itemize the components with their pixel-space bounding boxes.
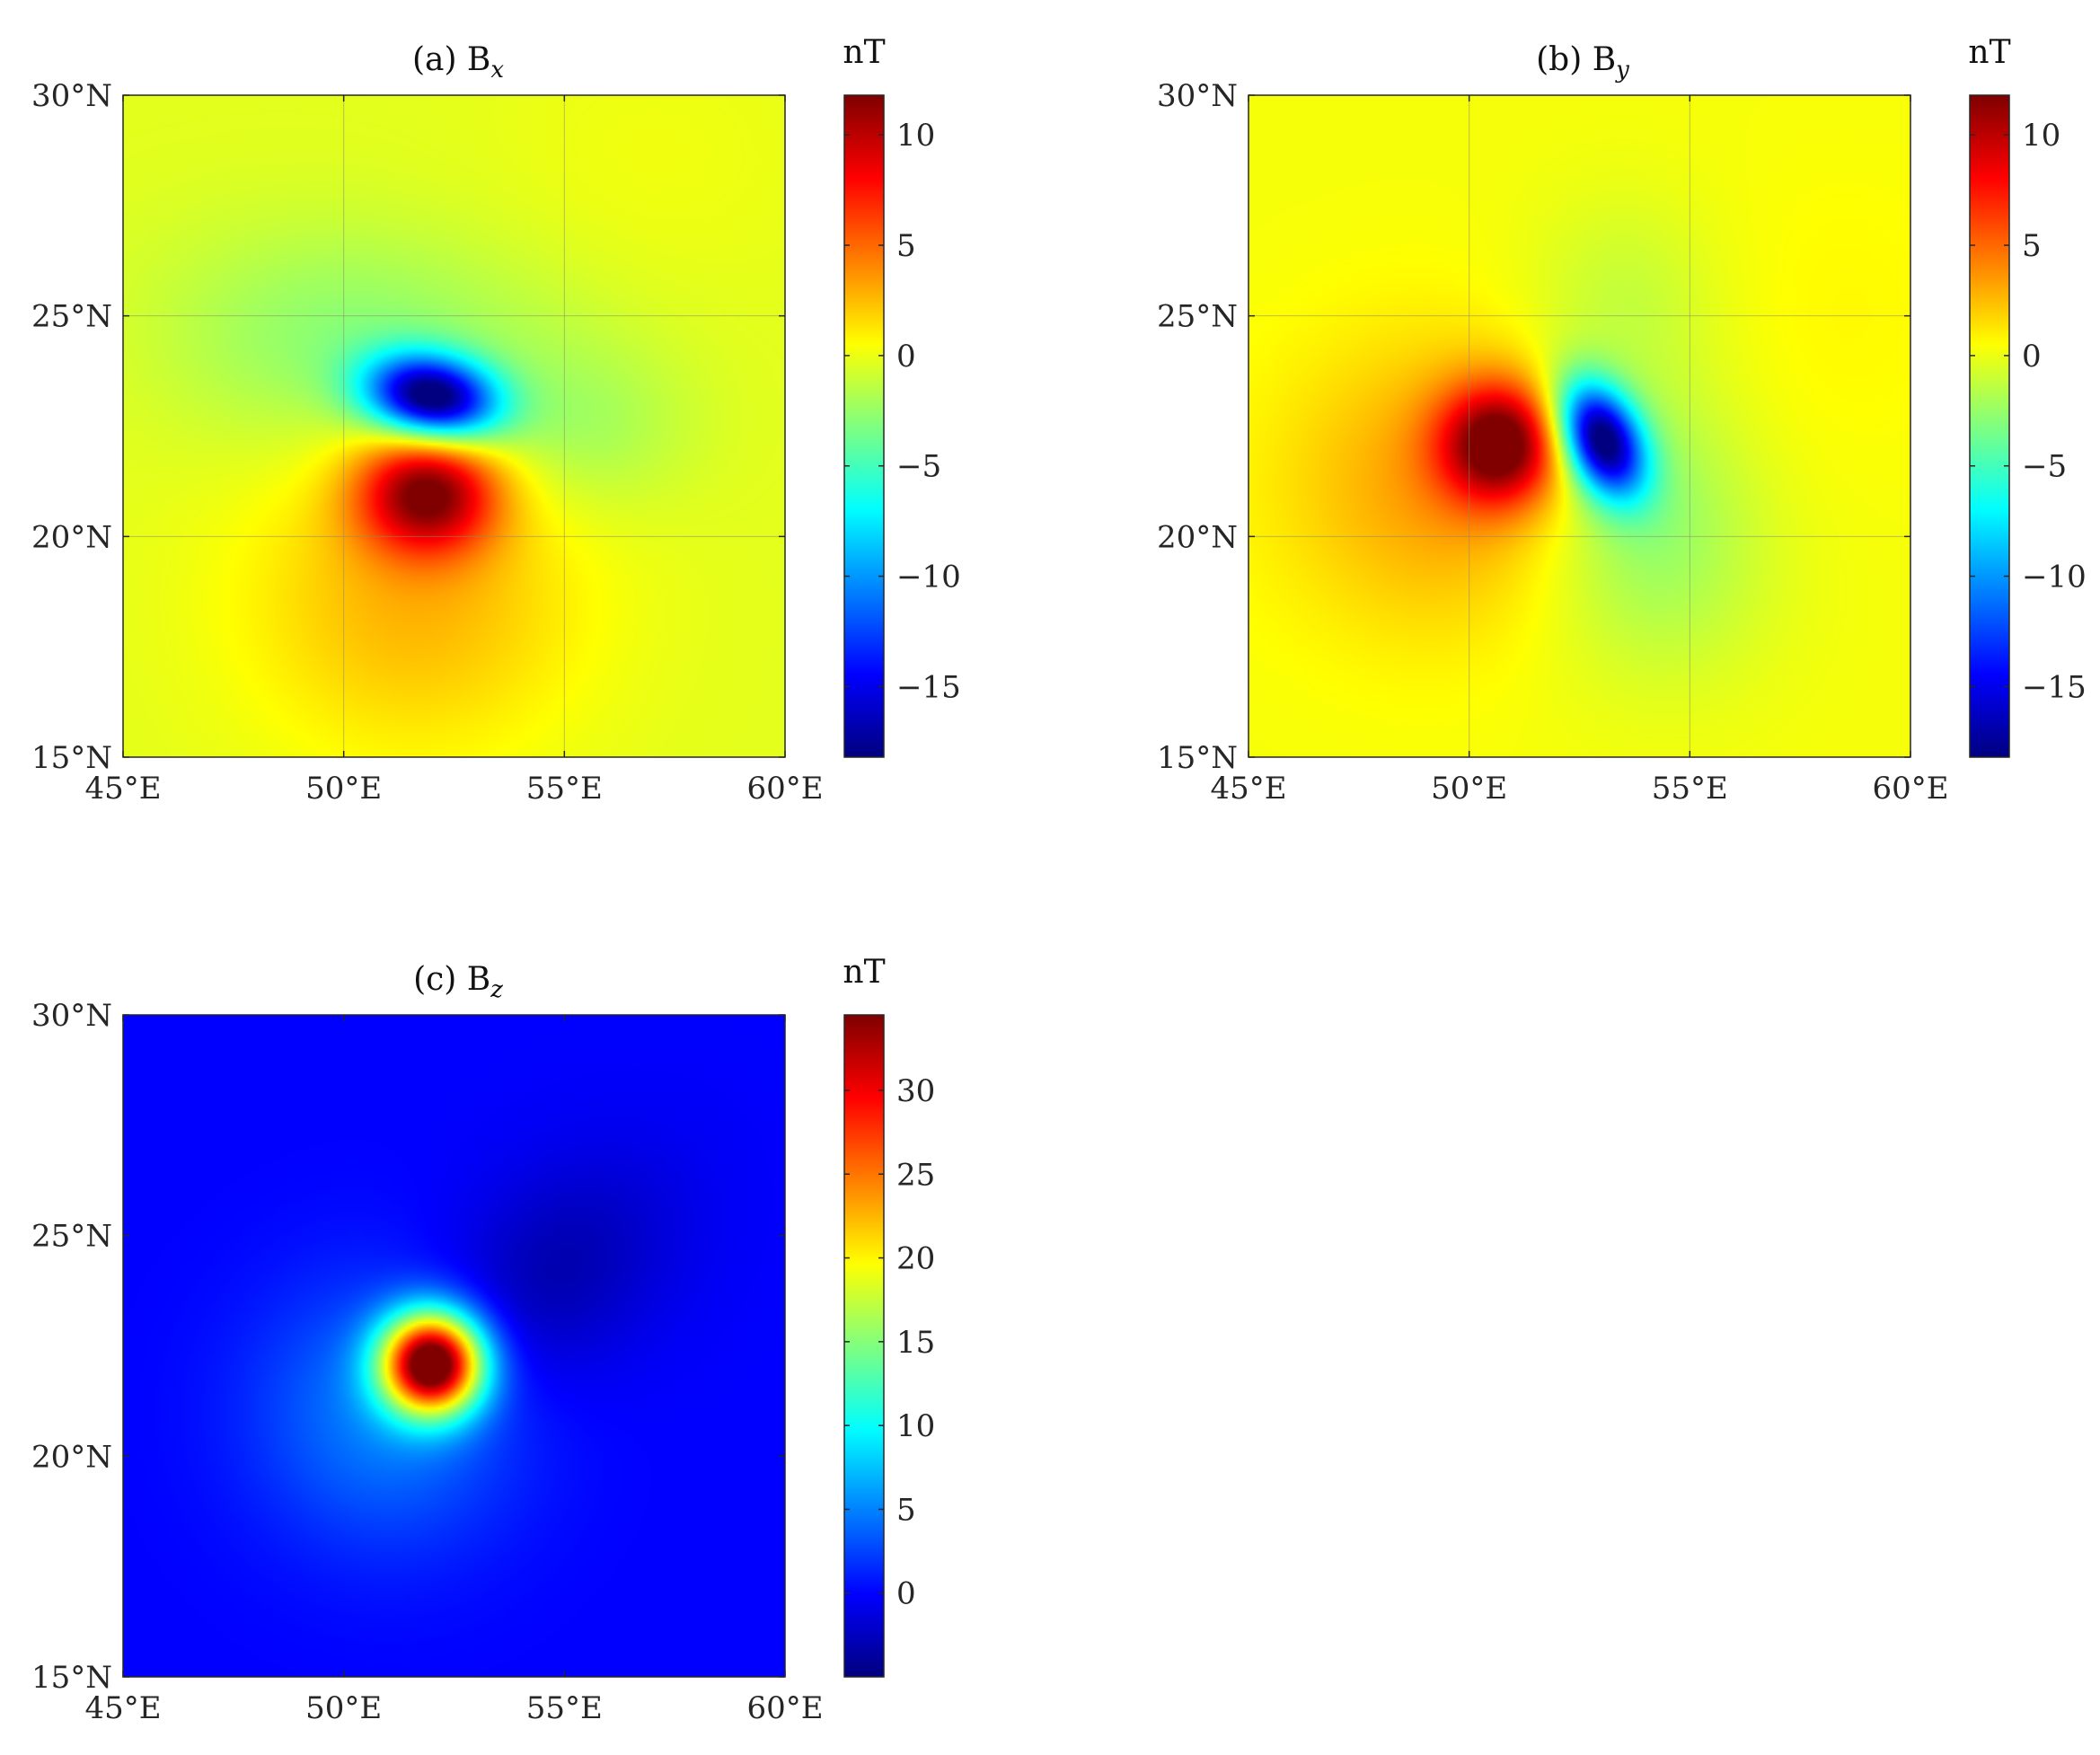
panel-b-y-ticks: 15°N 20°N 25°N 30°N <box>1157 78 1910 776</box>
colorbar-tick-label: 10 <box>2022 118 2060 154</box>
x-tick-label: 55°E <box>1652 771 1728 807</box>
x-tick-label: 50°E <box>305 771 382 807</box>
colorbar-tick-label: 15 <box>896 1325 935 1361</box>
panel-c-title-sub: z <box>490 976 503 1003</box>
panel-c-heatmap <box>123 1015 785 1677</box>
colorbar-tick-label: 25 <box>896 1157 935 1193</box>
x-tick-label: 60°E <box>746 1690 823 1726</box>
colorbar-tick-label: 5 <box>2022 228 2042 264</box>
panel-c-title-main: (c) B <box>413 961 490 998</box>
panel-b-title: (b) By <box>1536 41 1629 84</box>
colorbar-tick-label: 0 <box>896 1576 916 1612</box>
panel-b-colorbar-ticks: 10 5 0 −5 −10 −15 <box>1970 118 2087 705</box>
panel-c-x-ticks: 45°E 50°E 55°E 60°E <box>84 1015 824 1726</box>
colorbar-tick-label: −5 <box>2022 449 2067 485</box>
x-tick-label: 45°E <box>1210 771 1286 807</box>
colorbar-tick-label: −10 <box>896 560 961 595</box>
panel-a-title-main: (a) B <box>412 41 490 78</box>
panel-a-colorbar-label: nT <box>843 34 885 71</box>
y-tick-label: 25°N <box>1157 299 1238 335</box>
panel-a-colorbar-ticks: 10 5 0 −5 −10 −15 <box>844 118 961 705</box>
panel-c-title: (c) Bz <box>413 961 503 1003</box>
panel-a-colorbar-box <box>843 94 885 758</box>
colorbar-tick-label: 5 <box>896 1492 916 1528</box>
x-tick-label: 55°E <box>526 1690 603 1726</box>
colorbar-tick-label: 0 <box>2022 339 2042 375</box>
panel-b-grid <box>1249 95 1910 757</box>
y-tick-label: 20°N <box>1157 519 1238 555</box>
colorbar-tick-label: −15 <box>896 669 961 705</box>
y-tick-label: 15°N <box>31 740 112 776</box>
panel-b-x-ticks: 45°E 50°E 55°E 60°E <box>1210 95 1949 807</box>
panel-c-colorbar-ticks: 30 25 20 15 10 5 0 <box>844 1073 935 1612</box>
panel-a-y-ticks: 15°N 20°N 25°N 30°N <box>31 78 785 776</box>
y-tick-label: 30°N <box>1157 78 1238 114</box>
colorbar-tick-label: 30 <box>896 1073 935 1109</box>
panel-b-colorbar <box>1970 95 2009 757</box>
y-tick-label: 20°N <box>31 519 112 555</box>
x-tick-label: 45°E <box>84 1690 161 1726</box>
colorbar-tick-label: 5 <box>896 228 916 264</box>
x-tick-label: 55°E <box>526 771 603 807</box>
panel-b-colorbar-label: nT <box>1968 34 2010 71</box>
colorbar-tick-label: 20 <box>896 1241 935 1277</box>
x-tick-label: 50°E <box>1431 771 1507 807</box>
panel-a-colorbar <box>844 95 884 757</box>
x-tick-label: 45°E <box>84 771 161 807</box>
panel-c-y-ticks: 15°N 20°N 25°N 30°N <box>31 998 785 1696</box>
colorbar-tick-label: −5 <box>896 449 941 485</box>
colorbar-tick-label: 10 <box>896 118 935 154</box>
panel-b-heatmap <box>1249 95 1910 757</box>
y-tick-label: 15°N <box>31 1660 112 1696</box>
panel-c-colorbar-box <box>843 1014 885 1678</box>
panel-b-axes-box <box>1248 94 1911 758</box>
panel-c-colorbar <box>844 1015 884 1677</box>
panel-b-colorbar-box <box>1969 94 2010 758</box>
y-tick-label: 15°N <box>1157 740 1238 776</box>
x-tick-label: 60°E <box>746 771 823 807</box>
y-tick-label: 25°N <box>31 299 112 335</box>
y-tick-label: 20°N <box>31 1439 112 1475</box>
panel-a-heatmap <box>123 95 785 757</box>
panel-c: (c) Bz 45°E 50°E 55°E 60°E 15°N 20°N 25°N 30°N… <box>31 954 935 1726</box>
panel-a-title-sub: x <box>490 57 504 84</box>
panel-b-title-sub: y <box>1615 57 1629 84</box>
panel-c-colorbar-label: nT <box>843 954 885 991</box>
colorbar-tick-label: −15 <box>2022 669 2087 705</box>
panel-a-title: (a) Bx <box>412 41 504 84</box>
panel-b: (b) By 45°E 50°E 55°E 60°E 15°N 20°N 25°N 30°N… <box>1157 34 2087 807</box>
y-tick-label: 25°N <box>31 1219 112 1255</box>
panel-a-grid <box>123 95 785 757</box>
y-tick-label: 30°N <box>31 998 112 1034</box>
colorbar-tick-label: 10 <box>896 1408 935 1444</box>
y-tick-label: 30°N <box>31 78 112 114</box>
panel-a-axes-box <box>122 94 786 758</box>
x-tick-label: 50°E <box>305 1690 382 1726</box>
panel-a-x-ticks: 45°E 50°E 55°E 60°E <box>84 95 824 807</box>
x-tick-label: 60°E <box>1872 771 1948 807</box>
colorbar-tick-label: −10 <box>2022 560 2087 595</box>
panel-b-title-main: (b) B <box>1536 41 1616 78</box>
panel-c-axes-box <box>122 1014 786 1678</box>
colorbar-tick-label: 0 <box>896 339 916 375</box>
panel-a: (a) Bx 45°E 50°E 55°E 60°E 15°N 20°N 25°N 30°N… <box>31 34 961 807</box>
